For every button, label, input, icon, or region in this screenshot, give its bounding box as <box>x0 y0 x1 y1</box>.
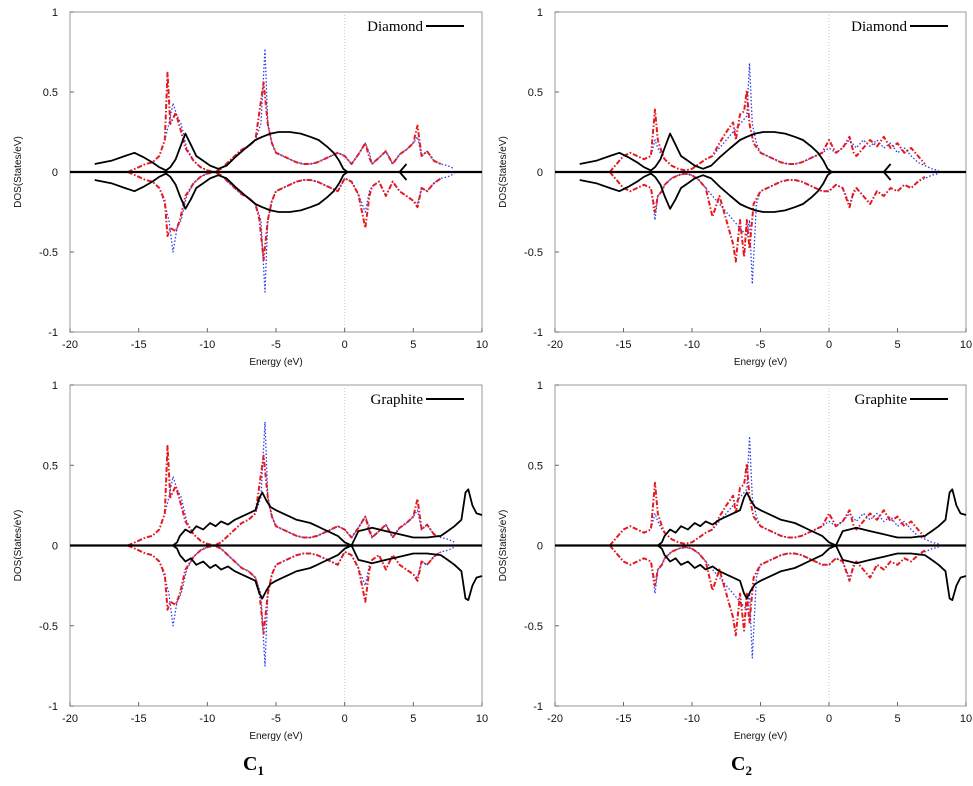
panel-top-right: -20 -15 -10 -5 0 5 10 1 0.5 0 -0.5 -1 Energy (eV) DOS… <box>498 7 972 368</box>
panel-bottom-left: -20 -15 -10 -5 0 5 10 1 0.5 0 -0.5 -1 Energy (eV) DOS… <box>13 380 488 742</box>
series-dash-dot-spin-up <box>609 462 926 547</box>
legend-label: Graphite <box>371 392 424 408</box>
x-tick-label: -20 <box>547 713 563 725</box>
caption-c1-main: C <box>243 753 257 775</box>
y-tick-label: 0 <box>537 541 543 553</box>
y-tick-label: -0.5 <box>39 247 58 259</box>
x-tick-label: -15 <box>616 339 632 351</box>
caption-c2-main: C <box>731 753 745 775</box>
y-tick-label: 0 <box>52 167 58 179</box>
series-diamond-spin-up <box>94 131 408 173</box>
x-tick-label: -20 <box>547 339 563 351</box>
series-dash-dot-spin-down <box>127 171 442 261</box>
series-dash-dot-spin-up <box>609 89 926 173</box>
x-tick-label: -10 <box>684 713 700 725</box>
legend-label: Diamond <box>367 19 423 35</box>
y-tick-label: 0.5 <box>43 87 58 99</box>
series-graphite-spin-down <box>172 544 483 601</box>
x-axis-label: Energy (eV) <box>249 731 302 742</box>
x-tick-label: -5 <box>271 713 281 725</box>
x-tick-label: 0 <box>342 339 348 351</box>
x-tick-label: 0 <box>342 713 348 725</box>
series-dotted-spin-up <box>609 62 939 173</box>
legend-label: Diamond <box>851 19 907 35</box>
y-tick-label: -1 <box>48 327 58 339</box>
y-tick-label: 0.5 <box>43 460 58 472</box>
x-tick-label: -5 <box>756 713 766 725</box>
x-tick-label: 10 <box>960 339 972 351</box>
series-dotted-spin-down <box>127 544 455 667</box>
x-tick-label: 10 <box>476 339 488 351</box>
x-tick-label: 10 <box>476 713 488 725</box>
x-tick-label: -5 <box>271 339 281 351</box>
series-graphite-spin-up <box>657 488 967 547</box>
x-tick-label: 0 <box>826 713 832 725</box>
y-tick-label: 0 <box>537 167 543 179</box>
x-axis-label: Energy (eV) <box>734 357 787 368</box>
x-tick-label: 10 <box>960 713 972 725</box>
series-graphite-spin-up <box>172 488 483 547</box>
series-diamond-spin-down <box>579 171 892 213</box>
y-tick-label: 1 <box>537 7 543 19</box>
x-tick-label: -10 <box>199 713 215 725</box>
x-tick-label: 5 <box>894 339 900 351</box>
y-tick-label: -0.5 <box>524 247 543 259</box>
y-tick-label: -0.5 <box>524 621 543 633</box>
x-tick-label: -5 <box>756 339 766 351</box>
y-tick-label: -1 <box>48 701 58 713</box>
y-tick-label: 0 <box>52 541 58 553</box>
x-tick-label: -15 <box>616 713 632 725</box>
y-tick-label: 0.5 <box>528 460 543 472</box>
y-tick-label: -0.5 <box>39 621 58 633</box>
x-tick-label: -10 <box>684 339 700 351</box>
panel-bottom-right: -20 -15 -10 -5 0 5 10 1 0.5 0 -0.5 -1 Energy (eV) DOS… <box>498 380 972 742</box>
caption-c1-sub: 1 <box>257 763 264 778</box>
x-axis-label: Energy (eV) <box>734 731 787 742</box>
x-tick-label: 0 <box>826 339 832 351</box>
series-dash-dot-spin-up <box>127 71 442 173</box>
legend-label: Graphite <box>855 392 908 408</box>
caption-c1: C1 <box>243 753 264 778</box>
series-diamond-spin-up <box>579 131 892 173</box>
panel-top-left: -20 -15 -10 -5 0 5 10 1 0.5 0 -0.5 -1 Energy (eV) DOS… <box>13 7 488 368</box>
y-tick-label: -1 <box>533 701 543 713</box>
x-tick-label: 5 <box>410 339 416 351</box>
series-dash-dot-spin-down <box>127 544 442 635</box>
y-axis-label: DOS(States/eV) <box>13 136 24 208</box>
y-tick-label: -1 <box>533 327 543 339</box>
series-diamond-spin-down <box>94 171 408 213</box>
x-axis-label: Energy (eV) <box>249 357 302 368</box>
series-dash-dot-spin-up <box>127 445 442 547</box>
y-tick-label: 0.5 <box>528 87 543 99</box>
x-tick-label: -20 <box>62 713 78 725</box>
series-dash-dot-spin-down <box>609 171 926 263</box>
series-dotted-spin-up <box>127 48 455 173</box>
series-dotted-spin-up <box>127 421 455 547</box>
caption-c2: C2 <box>731 753 752 778</box>
x-tick-label: -20 <box>62 339 78 351</box>
series-dotted-spin-up <box>609 435 939 546</box>
x-tick-label: -15 <box>131 339 147 351</box>
caption-c2-sub: 2 <box>745 763 752 778</box>
x-tick-label: 5 <box>410 713 416 725</box>
series-dash-dot-spin-down <box>609 544 926 637</box>
x-tick-label: 5 <box>894 713 900 725</box>
x-tick-label: -15 <box>131 713 147 725</box>
y-tick-label: 1 <box>52 380 58 392</box>
y-axis-label: DOS(States/eV) <box>498 136 509 208</box>
y-tick-label: 1 <box>52 7 58 19</box>
y-axis-label: DOS(States/eV) <box>13 510 24 582</box>
y-tick-label: 1 <box>537 380 543 392</box>
x-tick-label: -10 <box>199 339 215 351</box>
series-graphite-spin-down <box>657 544 967 601</box>
y-axis-label: DOS(States/eV) <box>498 510 509 582</box>
